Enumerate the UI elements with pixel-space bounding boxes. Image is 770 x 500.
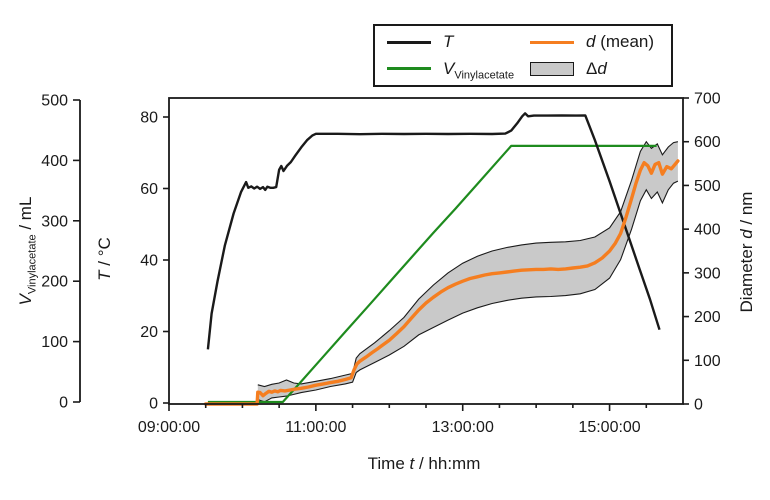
d-axis-tick-label: 600 <box>694 134 721 151</box>
x-axis-unit: / hh:mm <box>414 454 481 473</box>
x-axis-variable: t <box>409 454 415 473</box>
legend-label-band: Δd <box>586 59 607 79</box>
v-axis-tick-label: 0 <box>59 395 68 412</box>
d-axis-tick-label: 300 <box>694 265 721 282</box>
y-axis-title-vinylacetate: VVinylacetate / mL <box>16 196 39 306</box>
v-axis-variable: V <box>16 294 35 306</box>
diameter-line-swatch <box>530 40 574 44</box>
d-axis-tick-label: 400 <box>694 222 721 239</box>
legend-v-subscript: Vinylacetate <box>454 69 515 82</box>
vinylacetate-line-swatch <box>387 67 431 71</box>
v-axis-subscript: Vinylacetate <box>26 234 39 295</box>
delta-d-band-area <box>257 141 678 402</box>
legend-item-vinylacetate: VVinylacetate <box>387 58 530 82</box>
t-axis-unit: / °C <box>95 237 114 271</box>
legend-label-temperature: T <box>443 32 454 52</box>
d-axis-tick-label: 100 <box>694 353 721 370</box>
legend-label-diameter: d (mean) <box>586 32 654 52</box>
t-axis-tick-label: 80 <box>140 110 158 127</box>
x-tick-label: 13:00:00 <box>432 419 494 436</box>
legend: T d (mean) VVinylacetate Δd <box>373 24 673 87</box>
x-tick-label: 09:00:00 <box>138 419 200 436</box>
delta-d-band-lower-edge <box>257 180 679 403</box>
t-axis-tick-label: 40 <box>140 253 158 270</box>
vinylacetate-volume-line <box>207 144 657 404</box>
d-axis-tick-label: 500 <box>694 178 721 195</box>
legend-item-diameter: d (mean) <box>530 32 665 52</box>
x-axis-title: Time t / hh:mm <box>368 454 481 474</box>
legend-label-vinylacetate: VVinylacetate <box>443 58 515 82</box>
temperature-line-swatch <box>387 40 431 44</box>
d-axis-unit: / nm <box>737 191 756 230</box>
legend-item-temperature: T <box>387 32 530 52</box>
legend-band-variable: d <box>597 58 607 78</box>
delta-d-band-swatch <box>530 61 574 76</box>
legend-v-variable: V <box>443 58 455 78</box>
d-axis-prefix: Diameter <box>737 238 756 313</box>
t-axis-tick-label: 20 <box>140 324 158 341</box>
v-axis-unit: / mL <box>16 196 35 235</box>
legend-delta-symbol: Δ <box>586 58 598 78</box>
x-tick-label: 15:00:00 <box>578 419 640 436</box>
v-axis-tick-label: 500 <box>41 93 68 110</box>
t-axis-variable: T <box>95 270 114 281</box>
v-axis-tick-label: 400 <box>41 153 68 170</box>
t-axis-tick-label: 0 <box>149 396 158 413</box>
temperature-line <box>206 112 661 350</box>
d-axis-variable: d <box>737 229 756 239</box>
diameter-mean-line <box>204 159 680 406</box>
t-axis-tick-label: 60 <box>140 181 158 198</box>
x-tick-label: 11:00:00 <box>285 419 346 436</box>
legend-item-band: Δd <box>530 59 665 79</box>
v-axis-tick-label: 300 <box>41 213 68 230</box>
x-axis-prefix: Time <box>367 454 410 473</box>
d-axis-tick-label: 0 <box>694 397 703 414</box>
d-axis-tick-label: 700 <box>694 91 721 108</box>
d-axis-tick-label: 200 <box>694 309 721 326</box>
y-axis-title-temperature: T / °C <box>95 237 115 281</box>
v-axis-tick-label: 100 <box>41 334 68 351</box>
v-axis-tick-label: 200 <box>41 274 68 291</box>
legend-d-rest: (mean) <box>595 32 655 52</box>
y-axis-title-diameter: Diameter d / nm <box>737 192 757 313</box>
legend-d-variable: d <box>586 32 596 52</box>
